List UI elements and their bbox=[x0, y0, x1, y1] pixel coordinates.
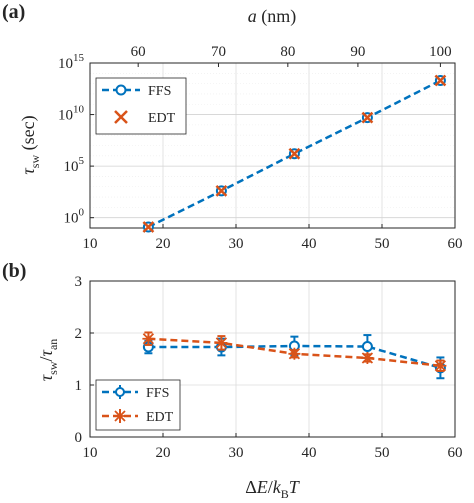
panel-b-x-tick-label: 40 bbox=[302, 445, 317, 461]
panel-a-top-tick-label: 60 bbox=[131, 44, 146, 60]
panel-b-edt-point bbox=[361, 351, 374, 364]
panel-b-y-axis-label: τsw/τan bbox=[36, 339, 60, 382]
panel-a-y-tick-label: 1015 bbox=[58, 52, 85, 72]
legend-b-edt-label: EDT bbox=[146, 410, 174, 425]
panel-a-edt-point bbox=[434, 74, 447, 87]
panel-b-x-tick-label: 30 bbox=[229, 445, 244, 461]
panel-b-ticks: 10 20 30 40 50 60 0 1 2 3 bbox=[75, 274, 463, 461]
panel-a-x-tick-label: 60 bbox=[448, 236, 463, 252]
legend-b-ffs-marker bbox=[115, 387, 125, 397]
panel-a-x-tick-label: 30 bbox=[229, 236, 244, 252]
legend-edt-marker bbox=[114, 110, 128, 124]
panel-a-y-tick-label: 100 bbox=[64, 207, 85, 227]
panel-a-top-tick-label: 90 bbox=[350, 44, 365, 60]
panel-a-edt-point bbox=[361, 111, 374, 124]
panel-a-top-tick-label: 70 bbox=[211, 44, 226, 60]
panel-a-edt-point bbox=[142, 221, 155, 233]
panel-b-y-tick-label: 3 bbox=[75, 274, 83, 290]
panel-a-x-tick-label: 50 bbox=[375, 236, 390, 252]
panel-b: (b) 10 20 30 40 50 60 0 1 2 3 ΔE/kBT τsw/τan FFS … bbox=[2, 260, 463, 501]
panel-b-x-tick-label: 20 bbox=[156, 445, 171, 461]
panel-a-top-tick-label: 80 bbox=[280, 44, 295, 60]
legend-b-edt-marker bbox=[114, 410, 126, 422]
legend-ffs-label: FFS bbox=[148, 84, 171, 99]
panel-b-y-tick-label: 0 bbox=[75, 430, 83, 446]
panel-b-label: (b) bbox=[2, 260, 26, 282]
panel-a: (a) 10 20 30 40 50 60 60 70 80 90 100 100 105 1010 101… bbox=[2, 1, 463, 252]
panel-a-x-tick-label: 20 bbox=[156, 236, 171, 252]
panel-b-x-axis-label: ΔE/kBT bbox=[245, 477, 301, 501]
panel-b-y-tick-label: 1 bbox=[75, 378, 83, 394]
panel-b-x-tick-label: 50 bbox=[375, 445, 390, 461]
panel-b-y-tick-label: 2 bbox=[75, 326, 83, 342]
panel-b-edt-point bbox=[288, 347, 301, 360]
panel-b-x-tick-label: 60 bbox=[448, 445, 463, 461]
legend-ffs-marker bbox=[115, 84, 127, 96]
panel-b-ffs-point bbox=[361, 341, 373, 353]
panel-a-top-tick-label: 100 bbox=[429, 44, 452, 60]
legend-b-ffs-label: FFS bbox=[146, 386, 169, 401]
panel-b-legend: FFS EDT bbox=[95, 379, 181, 431]
panel-a-y-tick-label: 1010 bbox=[58, 104, 85, 124]
panel-b-series bbox=[142, 331, 447, 380]
panel-a-y-axis-label: τsw (sec) bbox=[18, 115, 42, 174]
panel-a-ticks: 10 20 30 40 50 60 60 70 80 90 100 100 105 1010 1015 bbox=[58, 44, 463, 252]
panel-a-top-axis-label: a (nm) bbox=[248, 6, 297, 27]
panel-a-y-tick-label: 105 bbox=[64, 155, 85, 175]
panel-a-legend: FFS EDT bbox=[95, 77, 187, 135]
panel-a-edt-point bbox=[288, 147, 301, 160]
panel-a-legend-box bbox=[95, 77, 187, 135]
panel-b-edt-point bbox=[215, 336, 228, 349]
panel-b-x-tick-label: 10 bbox=[83, 445, 98, 461]
panel-a-edt-point bbox=[215, 184, 228, 197]
panel-b-edt-point bbox=[142, 332, 155, 345]
panel-a-series bbox=[142, 74, 447, 233]
panel-b-edt-point bbox=[434, 359, 447, 372]
panel-a-label: (a) bbox=[2, 1, 25, 23]
legend-edt-label: EDT bbox=[148, 111, 176, 126]
panel-a-axes-box bbox=[89, 62, 456, 229]
panel-b-legend-box bbox=[95, 379, 181, 431]
panel-a-x-tick-label: 10 bbox=[83, 236, 98, 252]
panel-b-axes-box bbox=[89, 280, 456, 438]
panel-a-x-tick-label: 40 bbox=[302, 236, 317, 252]
